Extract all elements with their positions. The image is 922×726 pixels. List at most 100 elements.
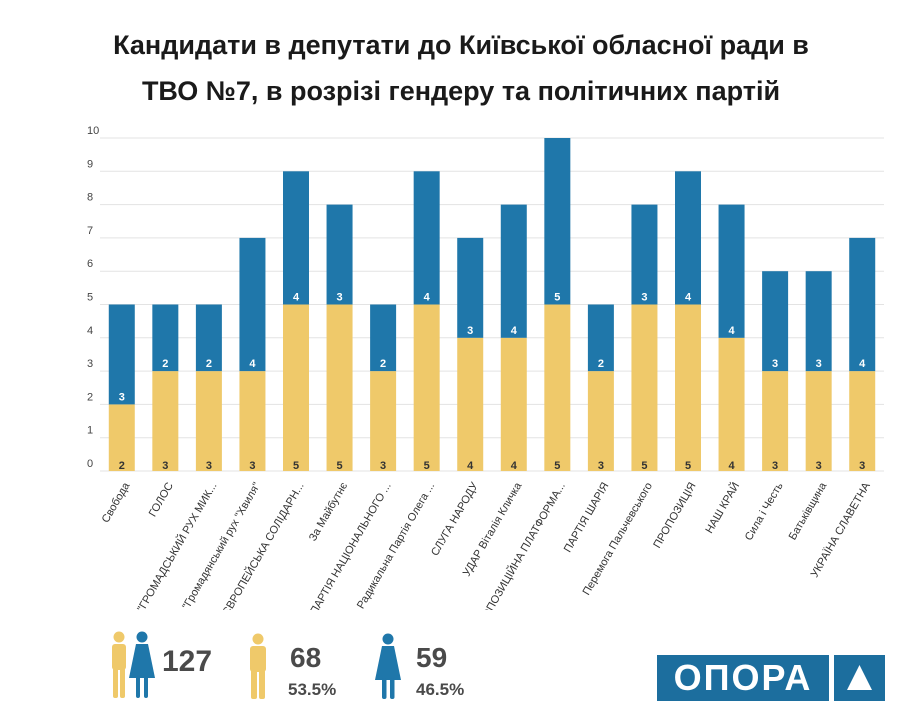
data-label-men: 3: [336, 292, 342, 304]
stacked-bar-chart: 0 1 2 3 4 5 6 7 8 9 10 2 3 3 2 3 2 3 4 5 4 5 3 3 2 5 4 4 3 4 4 5 5 3 2 5 3 5…: [87, 125, 884, 610]
men-women-icon: [112, 631, 155, 698]
data-label-men: 3: [641, 292, 647, 304]
bar-women: [587, 371, 614, 471]
bar-men: [718, 204, 745, 338]
x-tick-label: ГОЛОС: [147, 480, 176, 519]
data-label-men: 2: [162, 358, 168, 370]
bar-women: [413, 304, 440, 471]
bar-women: [152, 371, 179, 471]
bars: 2 3 3 2 3 2 3 4 5 4 5 3 3 2 5 4 4 3 4 4 5 5 3 2 5 3 5 4 4 4 3 3 3 3 3 4: [108, 138, 876, 472]
bar-women: [108, 404, 135, 471]
bar-men: [631, 204, 658, 305]
men-count: 59: [416, 642, 448, 673]
woman-icon: [250, 633, 266, 699]
chart-title: Кандидати в депутати до Київської обласн…: [0, 22, 922, 114]
data-label-men: 5: [554, 292, 560, 304]
y-tick-label: 0: [87, 458, 93, 470]
x-tick-label: ПАРТІЯ НАЦІОНАЛЬНОГО ...: [308, 480, 394, 610]
data-label-men: 3: [119, 391, 125, 403]
data-label-men: 4: [511, 325, 518, 337]
man-icon: [375, 633, 401, 699]
gridlines: [100, 137, 884, 472]
bar-men: [370, 304, 397, 372]
y-tick-label: 6: [87, 258, 93, 270]
data-label-women: 3: [249, 460, 255, 472]
bar-men: [239, 237, 266, 372]
data-label-women: 5: [641, 460, 647, 472]
y-tick-label: 5: [87, 292, 93, 304]
x-tick-label: "ГРОМАДСЬКИЙ РУХ МИК...: [135, 480, 220, 610]
x-tick-label: Радикальна Партія Олега ...: [355, 480, 437, 610]
y-tick-label: 7: [87, 225, 93, 237]
data-label-men: 3: [467, 325, 473, 337]
data-label-women: 3: [380, 460, 386, 472]
chart-title-line-1: Кандидати в депутати до Київської обласн…: [113, 30, 809, 60]
bar-men: [152, 304, 179, 372]
data-label-women: 4: [728, 460, 735, 472]
bar-women: [239, 371, 266, 471]
bar-men: [283, 171, 309, 305]
bar-men: [849, 237, 876, 372]
data-label-men: 4: [293, 292, 300, 304]
x-tick-label: ПРОПОЗИЦІЯ: [651, 480, 698, 550]
data-label-men: 2: [206, 358, 212, 370]
bar-women: [544, 304, 571, 471]
data-label-women: 4: [511, 460, 518, 472]
data-label-women: 5: [554, 460, 560, 472]
logo-wordmark: ОПОРА: [657, 655, 829, 701]
y-axis-ticks: 0 1 2 3 4 5 6 7 8 9 10: [87, 125, 99, 470]
data-label-women: 3: [772, 460, 778, 472]
data-label-men: 4: [685, 292, 692, 304]
bar-women: [195, 371, 222, 471]
data-label-men: 3: [772, 358, 778, 370]
bar-men: [108, 304, 135, 405]
data-label-men: 4: [424, 292, 431, 304]
y-tick-label: 1: [87, 425, 93, 437]
x-axis-labels: Свобода ГОЛОС"ГРОМАДСЬКИЙ РУХ МИК..."Гром…: [100, 480, 873, 610]
bar-women: [283, 304, 309, 471]
bar-men: [457, 237, 484, 338]
bar-women: [675, 304, 701, 471]
data-label-men: 4: [249, 358, 256, 370]
x-tick-label: Сила і Честь: [743, 480, 786, 542]
women-count: 68: [290, 642, 322, 673]
bar-men: [195, 304, 222, 372]
data-label-men: 4: [859, 358, 866, 370]
bar-women: [762, 371, 789, 471]
data-label-women: 3: [598, 460, 604, 472]
data-label-women: 5: [685, 460, 691, 472]
man-figure-icon: [129, 631, 155, 698]
bar-women: [718, 337, 745, 471]
data-label-men: 3: [816, 358, 822, 370]
x-tick-label: За Майбутнє: [307, 480, 350, 543]
y-tick-label: 8: [87, 192, 93, 204]
data-label-women: 3: [162, 460, 168, 472]
x-tick-label: ПАРТІЯ ШАРІЯ: [562, 480, 612, 554]
data-label-women: 5: [336, 460, 342, 472]
woman-figure-icon: [112, 631, 126, 698]
data-label-women: 4: [467, 460, 474, 472]
x-tick-label: Свобода: [100, 480, 133, 525]
x-tick-label: ОПОЗИЦІЙНА ПЛАТФОРМА...: [479, 480, 568, 610]
x-tick-label: НАШ КРАЙ: [703, 480, 743, 536]
bar-women: [370, 371, 397, 471]
bar-women: [457, 337, 484, 471]
y-tick-label: 2: [87, 391, 93, 403]
chart-title-line-2: ТВО №7, в розрізі гендеру та політичних …: [141, 76, 781, 106]
data-label-men: 2: [598, 358, 604, 370]
data-label-women: 2: [119, 460, 125, 472]
bar-men: [413, 171, 440, 305]
data-label-men: 2: [380, 358, 386, 370]
data-label-women: 5: [424, 460, 430, 472]
logo-triangle-icon: [834, 655, 885, 701]
y-tick-label: 10: [87, 125, 99, 137]
data-label-women: 5: [293, 460, 299, 472]
bar-men: [805, 271, 832, 372]
x-tick-label: Батьківщина: [787, 480, 830, 542]
x-tick-label: ЄВРОПЕЙСЬКА СОЛІДАРН...: [220, 480, 307, 610]
men-percent: 46.5%: [416, 680, 465, 699]
total-count: 127: [162, 645, 213, 678]
bar-men: [544, 138, 571, 305]
bar-men: [675, 171, 701, 305]
x-tick-label: "Громадянський рух "Хвиля": [180, 480, 263, 610]
